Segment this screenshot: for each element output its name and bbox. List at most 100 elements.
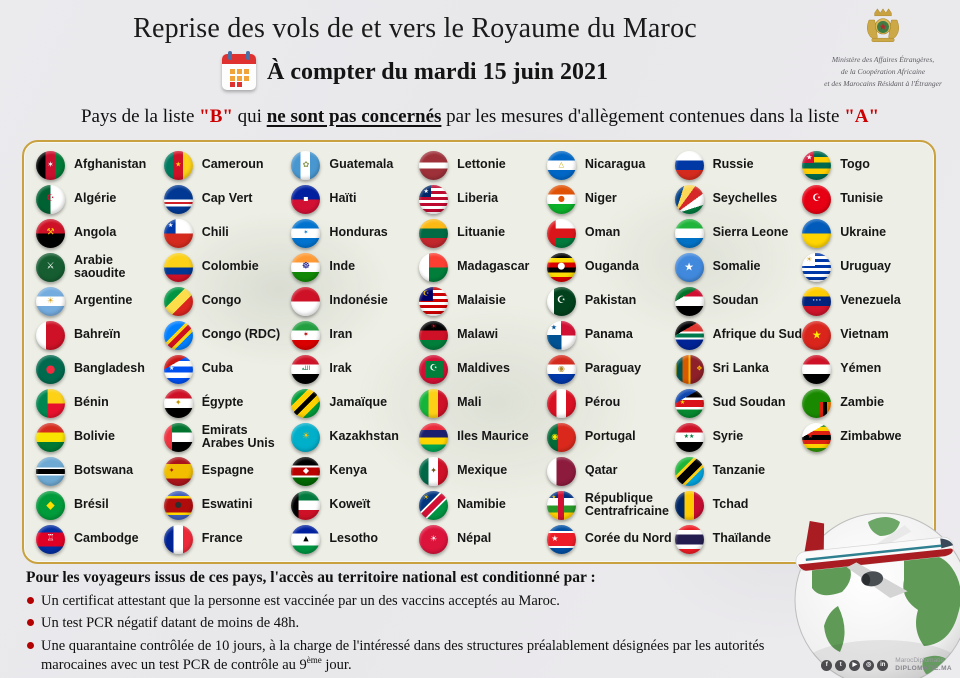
country-label: Lettonie — [457, 157, 506, 172]
country-label: Kenya — [329, 463, 367, 478]
flag-emblem: ⚒ — [46, 227, 55, 238]
flag-icon — [163, 252, 193, 282]
flag-emblem: ☪ — [423, 289, 430, 297]
flag-icon: ☀ — [419, 524, 449, 554]
flag-emblem: ◉ — [551, 432, 559, 441]
country-item: Soudan — [674, 284, 803, 318]
flag-icon: ★★ — [674, 422, 704, 452]
country-label: Congo (RDC) — [201, 327, 281, 342]
country-item: ☸ Inde — [291, 250, 419, 284]
instagram-icon[interactable]: ◎ — [863, 659, 875, 671]
country-item: ★ République Centrafricaine — [546, 488, 675, 522]
ministry-name-line1: Ministère des Affaires Étrangères, — [831, 55, 935, 64]
list-b-badge: "B" — [199, 106, 233, 127]
flag-icon: ⚔ — [36, 252, 65, 282]
flag-emblem: ◆ — [302, 466, 309, 475]
country-item: Madagascar — [419, 250, 547, 284]
flag-icon: ▲ — [291, 524, 321, 554]
country-label: Sri Lanka — [712, 361, 769, 376]
country-item: Ukraine — [802, 216, 930, 250]
country-item: Afrique du Sud — [674, 318, 803, 352]
flag-icon: ☪ — [546, 286, 576, 316]
flag-emblem: ☪ — [812, 193, 822, 204]
flag-emblem: ☀ — [301, 431, 310, 442]
country-label: Togo — [840, 157, 870, 172]
country-item: France — [163, 522, 292, 556]
country-item: Jamaïque — [291, 386, 419, 420]
flag-icon — [163, 320, 193, 350]
country-item: ❖ Sri Lanka — [674, 352, 803, 386]
country-label: République Centrafricaine — [584, 490, 669, 518]
flag-icon: ● — [163, 490, 193, 520]
morocco-coat-of-arms-icon — [867, 8, 899, 42]
country-item: Botswana — [36, 454, 164, 488]
flag-icon — [419, 150, 449, 180]
country-item: ♖ Cambodge — [36, 522, 164, 556]
flag-icon: ★ — [419, 184, 449, 214]
flag-icon: ★ — [802, 320, 832, 350]
flag-emblem: ☀ — [46, 296, 55, 305]
country-item: Tchad — [674, 488, 803, 522]
country-label: Paraguay — [584, 361, 642, 376]
country-item: ⋆⋆⋆ Venezuela — [802, 284, 930, 318]
country-item: △ Nicaragua — [546, 148, 675, 182]
country-item: Sierra Leone — [674, 216, 803, 250]
country-item: ★ Somalie — [674, 250, 803, 284]
flag-emblem: ★ — [168, 221, 174, 229]
flag-emblem: ✶ — [303, 229, 309, 236]
flag-icon — [419, 252, 449, 282]
country-item: ◉ Portugal — [546, 420, 675, 454]
bullet-dot — [27, 619, 34, 627]
twitter-icon[interactable]: t — [835, 659, 847, 671]
country-label: Brésil — [74, 497, 109, 512]
country-item: Bahreïn — [36, 318, 164, 352]
country-item: ▲ Lesotho — [291, 522, 419, 556]
country-label: Zambie — [840, 395, 885, 410]
social-handle: MarocDiplomatie — [895, 657, 945, 665]
country-item: ✶ Afghanistan — [36, 148, 164, 182]
flag-icon: ☪ — [802, 184, 832, 214]
country-label: Yémen — [840, 361, 882, 376]
flag-icon: ◆ — [36, 490, 65, 520]
flag-icon: الله — [291, 354, 321, 384]
flag-icon — [163, 422, 193, 452]
list-b-subtitle: Pays de la liste "B" qui ne sont pas con… — [80, 106, 880, 127]
flag-emblem: ● — [557, 261, 566, 272]
flag-icon — [419, 218, 449, 248]
country-label: Ouganda — [584, 259, 640, 274]
flag-icon: ✶ — [291, 320, 321, 350]
website-label: DIPLOMATIE.MA — [895, 665, 952, 673]
flag-icon: ★ — [546, 320, 576, 350]
flag-icon: ☀ — [291, 422, 321, 452]
country-label: Cameroun — [201, 157, 264, 172]
country-label: Népal — [457, 531, 492, 546]
flag-icon: ☀ — [419, 490, 449, 520]
country-label: Seychelles — [712, 191, 778, 206]
country-item: Emirats Arabes Unis — [163, 420, 292, 454]
youtube-icon[interactable]: ▶ — [849, 659, 861, 671]
flag-icon — [36, 456, 65, 486]
country-item: Pérou — [546, 386, 675, 420]
country-label: Tunisie — [840, 191, 884, 206]
flag-icon: ☪ — [419, 354, 449, 384]
flag-icon: ★ — [802, 150, 832, 180]
country-label: Cap Vert — [201, 191, 253, 206]
linkedin-icon[interactable]: in — [877, 659, 889, 671]
country-item: ☪ Algérie — [36, 182, 164, 216]
country-item: Russie — [674, 148, 803, 182]
flag-icon: ● — [546, 252, 576, 282]
flag-icon: ✿ — [291, 150, 321, 180]
flag-emblem: ✦ — [168, 466, 175, 475]
not-concerned-emphasis: ne sont pas concernés — [266, 106, 442, 127]
condition-pcr: Un test PCR négatif datant de moins de 4… — [26, 614, 794, 632]
facebook-icon[interactable]: f — [821, 659, 833, 671]
flag-icon — [163, 286, 193, 316]
flag-icon: ★ — [674, 388, 704, 418]
country-label: Pakistan — [584, 293, 637, 308]
country-label: Mali — [457, 395, 482, 410]
flag-icon: ● — [546, 184, 576, 214]
flag-icon: ☀ — [802, 252, 832, 282]
country-label: Kazakhstan — [329, 429, 399, 444]
brand-text: MarocDiplomatie DIPLOMATIE.MA — [895, 657, 952, 673]
flag-icon: △ — [546, 150, 576, 180]
